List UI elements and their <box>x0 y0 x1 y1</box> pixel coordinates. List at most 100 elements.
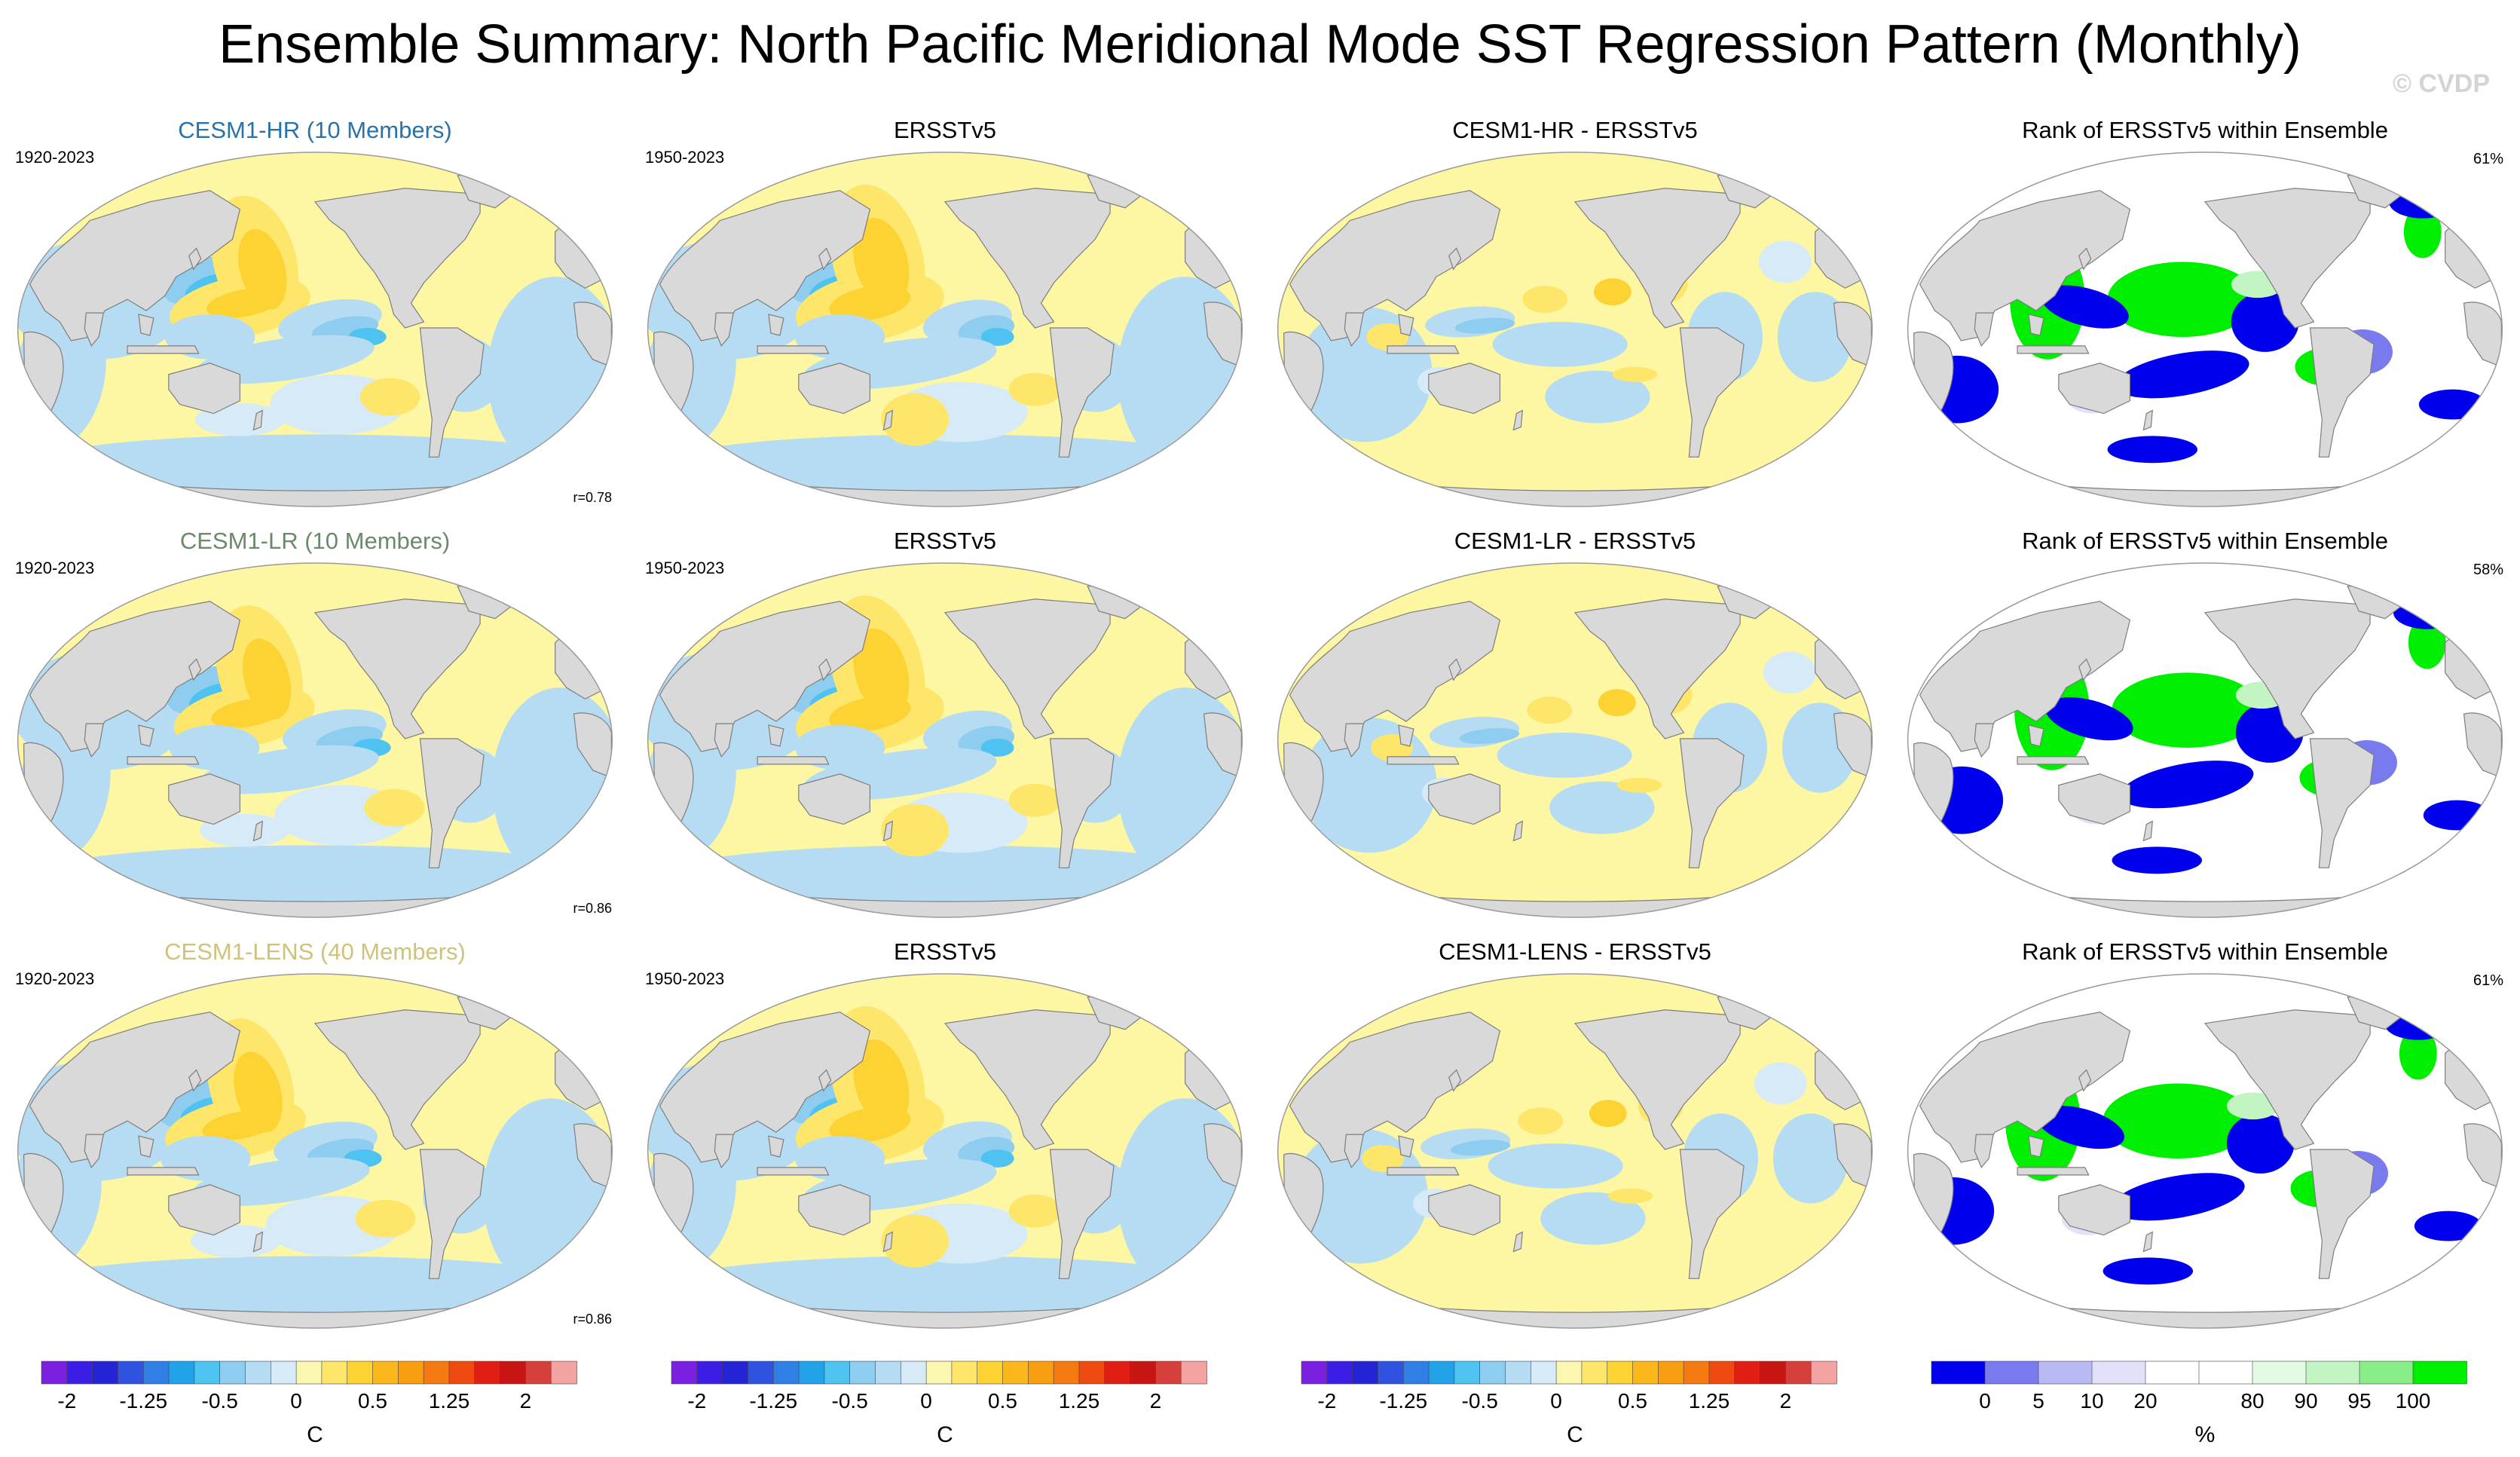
colorbar-swatch <box>798 1361 825 1385</box>
sst-anomaly-region <box>1454 317 1515 334</box>
colorbar-swatch <box>1352 1361 1379 1385</box>
sst-anomaly-region <box>1616 777 1662 793</box>
colorbar-swatch <box>1581 1361 1608 1385</box>
colorbar-swatch <box>2252 1361 2307 1385</box>
colorbar-swatch <box>398 1361 424 1385</box>
colorbar-swatch <box>1378 1361 1405 1385</box>
colorbar-swatch <box>772 1361 800 1385</box>
colorbar-swatch <box>977 1361 1004 1385</box>
land-india <box>84 1134 104 1169</box>
rank-map <box>1907 152 2503 507</box>
land-nz <box>252 409 263 431</box>
colorbar-tick-label: 20 <box>2133 1389 2157 1413</box>
map-outline <box>1277 152 1873 507</box>
colorbar-tick-label: 90 <box>2294 1389 2317 1413</box>
panel-lens-obs: ERSSTv5 1950-2023 <box>630 927 1260 1338</box>
sst-anomaly-region <box>1459 727 1520 745</box>
colorbar-swatch <box>925 1361 953 1385</box>
land-japan <box>188 1069 202 1092</box>
colorbar-tick-label: -1.25 <box>749 1389 797 1413</box>
panel-title: ERSSTv5 <box>893 528 997 554</box>
colorbar-swatch <box>1984 1361 2039 1385</box>
sst-anomaly-region <box>1607 1188 1653 1204</box>
colorbar-tick-label: 100 <box>2396 1389 2431 1413</box>
sst-anomaly-region <box>1450 1140 1511 1156</box>
land-australia <box>168 1184 241 1236</box>
colorbar-tick-label: -1.25 <box>119 1389 167 1413</box>
rank-region <box>2403 205 2442 259</box>
land-india <box>1344 312 1364 347</box>
rank-region <box>2036 1105 2124 1149</box>
sst-anomaly-region <box>34 845 605 906</box>
panel-lens-rank: Rank of ERSSTv5 within Ensemble 61% <box>1890 927 2520 1338</box>
colorbar-swatch <box>1180 1361 1207 1385</box>
sst-anomaly-region <box>659 1256 1231 1317</box>
colorbar-swatch <box>875 1361 902 1385</box>
land-japan <box>1448 247 1462 271</box>
map-outline <box>1907 973 2503 1329</box>
land-s-america <box>1679 738 1745 868</box>
land-india <box>84 723 104 758</box>
sst-anomaly-region <box>25 1256 596 1317</box>
land-n-america <box>313 598 481 739</box>
rank-region <box>2393 595 2461 629</box>
land-seasia <box>768 1135 784 1158</box>
colorbar-swatch <box>1658 1361 1684 1385</box>
sst-anomaly-region <box>881 803 949 857</box>
sst-anomaly-region <box>199 813 290 847</box>
colorbar-swatch <box>219 1361 246 1385</box>
sst-colorbar: -2 -1.25 -0.5 0 0.5 1.25 2 C <box>630 1357 1260 1455</box>
sst-anomaly-region <box>1598 689 1636 717</box>
land-india <box>84 312 104 347</box>
land-australia <box>1428 363 1501 415</box>
colorbar-swatch <box>448 1361 476 1385</box>
colorbar-swatch <box>92 1361 119 1385</box>
land-japan <box>188 658 202 681</box>
land-africa <box>653 332 694 439</box>
panel-lr-rank: Rank of ERSSTv5 within Ensemble 58% <box>1890 516 2520 927</box>
land-nz <box>882 820 893 842</box>
land-seasia <box>768 724 784 747</box>
colorbar-swatch <box>1530 1361 1557 1385</box>
land-nz <box>252 820 263 842</box>
panel-title: ERSSTv5 <box>893 117 997 143</box>
rank-region <box>2423 800 2491 831</box>
sst-anomaly-region <box>1549 781 1655 834</box>
land-seasia <box>1398 1135 1414 1158</box>
sst-anomaly-region <box>1008 372 1062 406</box>
sst-anomaly-region <box>980 1149 1014 1168</box>
rank-region <box>2115 350 2249 399</box>
panel-lens-diff: CESM1-LENS - ERSSTv5 <box>1260 927 1890 1338</box>
land-s-america <box>1049 327 1115 458</box>
colorbar-swatch <box>1931 1361 1986 1385</box>
panel-title: CESM1-LENS (40 Members) <box>164 938 466 965</box>
pattern-correlation: r=0.78 <box>573 490 612 505</box>
sst-anomaly-region <box>1362 1145 1404 1172</box>
sst-map <box>647 562 1243 918</box>
sst-diff-map <box>1277 152 1873 507</box>
colorbar-tick-label: 1.25 <box>429 1389 470 1413</box>
colorbar-tick-label: 5 <box>2032 1389 2044 1413</box>
land-japan <box>2078 1069 2092 1092</box>
colorbar-swatch <box>1053 1361 1080 1385</box>
land-india <box>1344 1134 1364 1169</box>
land-w-africa <box>573 1123 612 1189</box>
land-w-africa <box>1833 1123 1872 1189</box>
map-outline <box>647 152 1243 507</box>
colorbar-unit: C <box>307 1422 323 1447</box>
colorbar-swatch <box>321 1361 348 1385</box>
land-seasia <box>768 314 784 336</box>
land-australia <box>2058 363 2131 415</box>
panel-lr-model: CESM1-LR (10 Members) 1920-2023 r=0.86 <box>0 516 630 927</box>
land-w-africa <box>2463 712 2502 779</box>
panel-title: CESM1-LR (10 Members) <box>179 528 451 554</box>
panel-hr-model: CESM1-HR (10 Members) 1920-2023 r=0.78 <box>0 106 630 516</box>
colorbar-swatch <box>1607 1361 1634 1385</box>
sst-anomaly-region <box>1008 783 1062 817</box>
colorbar-tick-label: 10 <box>2080 1389 2103 1413</box>
colorbar-tick-label: 1.25 <box>1689 1389 1730 1413</box>
colorbar-swatch <box>270 1361 297 1385</box>
colorbar-tick-label: 2 <box>1780 1389 1792 1413</box>
colorbar-tick-label: 1.25 <box>1059 1389 1100 1413</box>
land-seasia <box>138 1135 154 1158</box>
